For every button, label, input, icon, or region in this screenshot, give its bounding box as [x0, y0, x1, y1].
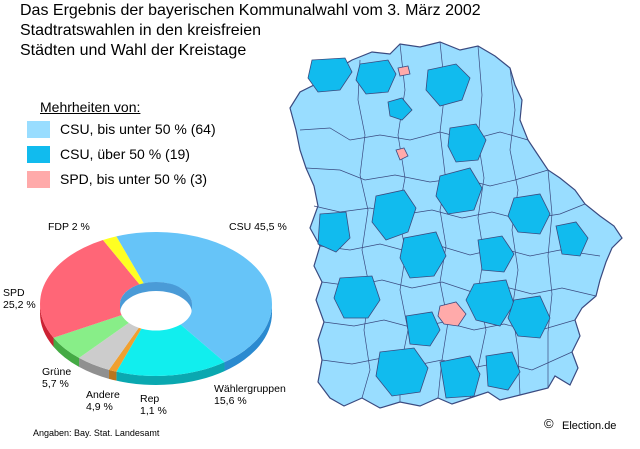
title-line-2: Stadtratswahlen in den kreisfreien — [20, 22, 262, 39]
legend-label: CSU, bis unter 50 % (64) — [60, 121, 216, 137]
spd-districts — [395, 65, 467, 327]
slice-csu — [116, 232, 272, 363]
slice-label-waehlergruppen: Wählergruppen 15,6 % — [214, 383, 286, 407]
donut-hole — [120, 286, 192, 331]
district-dark — [333, 275, 381, 319]
district-dark — [355, 59, 397, 95]
district-spd — [397, 65, 411, 77]
slice-side-andere — [79, 357, 109, 379]
slice-wählergruppen — [116, 321, 225, 376]
slice-grüne — [53, 314, 133, 358]
district-dark — [555, 221, 589, 257]
slice-side-grüne — [53, 337, 80, 367]
district-dark — [507, 193, 551, 235]
donut-slices — [39, 232, 272, 376]
district-dark — [405, 311, 441, 347]
district-dark — [425, 63, 471, 107]
title-line-1: Das Ergebnis der bayerischen Kommunalwah… — [20, 2, 481, 19]
district-dark — [477, 235, 515, 273]
donut-sides — [40, 304, 272, 385]
slice-label-fdp: FDP 2 % — [48, 221, 90, 233]
slice-label-spd: SPD 25,2 % — [3, 287, 36, 311]
district-dark — [371, 189, 417, 241]
legend-swatch — [27, 146, 50, 163]
district-dark — [439, 355, 481, 399]
district-dark — [485, 351, 521, 391]
slice-fdp — [102, 236, 144, 285]
district-dark — [465, 279, 515, 327]
district-dark — [375, 347, 429, 397]
slice-side-wählergruppen — [116, 362, 225, 385]
legend-label: CSU, über 50 % (19) — [60, 146, 190, 162]
csu-majority-districts — [307, 57, 589, 399]
slice-side-csu — [224, 304, 272, 372]
copyright-icon: © — [544, 416, 554, 431]
title-line-3: Städten und Wahl der Kreistage — [20, 42, 247, 59]
legend-swatch — [27, 121, 50, 138]
district-dark — [317, 211, 351, 253]
district-spd — [437, 301, 467, 327]
district-dark — [507, 295, 551, 339]
credit-link[interactable]: Election.de — [562, 420, 617, 432]
slice-label-gruene: Grüne 5,7 % — [42, 366, 72, 390]
legend-swatch — [27, 171, 50, 188]
district-dark — [387, 97, 413, 121]
donut-hole-wall — [120, 282, 192, 313]
district-dark — [447, 123, 487, 163]
district-dark — [435, 167, 483, 215]
source-note: Angaben: Bay. Stat. Landesamt — [33, 428, 160, 438]
slice-label-andere: Andere 4,9 % — [86, 389, 120, 413]
legend-heading: Mehrheiten von: — [40, 99, 141, 115]
slice-spd — [39, 239, 140, 338]
slice-label-csu: CSU 45,5 % — [229, 221, 287, 233]
slice-side-rep — [108, 369, 117, 381]
district-spd — [395, 147, 409, 161]
legend-label: SPD, bis unter 50 % (3) — [60, 171, 208, 187]
slice-side-spd — [40, 304, 54, 347]
slice-rep — [108, 324, 144, 372]
slice-andere — [79, 320, 142, 370]
district-dark — [307, 57, 353, 93]
district-dark — [399, 231, 447, 279]
slice-label-rep: Rep 1,1 % — [140, 393, 167, 417]
